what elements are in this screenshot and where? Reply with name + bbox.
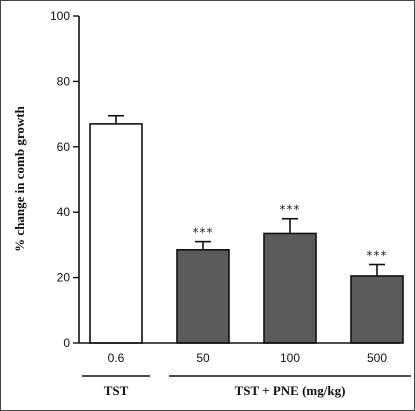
group-label: TST xyxy=(104,383,129,398)
x-tick-label: 0.6 xyxy=(108,351,125,365)
bar xyxy=(350,275,404,344)
bar xyxy=(176,249,230,344)
y-tick-label: 40 xyxy=(57,205,71,219)
x-tick-label: 500 xyxy=(367,351,387,365)
x-tick-label: 100 xyxy=(280,351,300,365)
significance-marker: *** xyxy=(367,249,388,263)
significance-marker: *** xyxy=(280,203,301,217)
y-tick-label: 0 xyxy=(63,336,70,350)
y-tick-label: 20 xyxy=(57,271,71,285)
bar xyxy=(89,123,143,344)
group-labels: TST TST + PNE (mg/kg) xyxy=(82,375,411,398)
x-tick-label: 50 xyxy=(196,351,210,365)
y-tick-label: 60 xyxy=(57,140,71,154)
y-axis-title: % change in comb growth xyxy=(12,105,27,251)
y-axis: 0 20 40 60 80 100 xyxy=(50,9,80,350)
bar xyxy=(263,232,317,344)
y-tick-label: 80 xyxy=(57,74,71,88)
x-axis: 0.6 50 100 500 xyxy=(79,342,400,365)
group-label: TST + PNE (mg/kg) xyxy=(235,383,346,398)
y-tick-label: 100 xyxy=(50,9,70,23)
significance-marker: *** xyxy=(193,226,214,240)
bars: *** *** *** xyxy=(89,114,404,344)
